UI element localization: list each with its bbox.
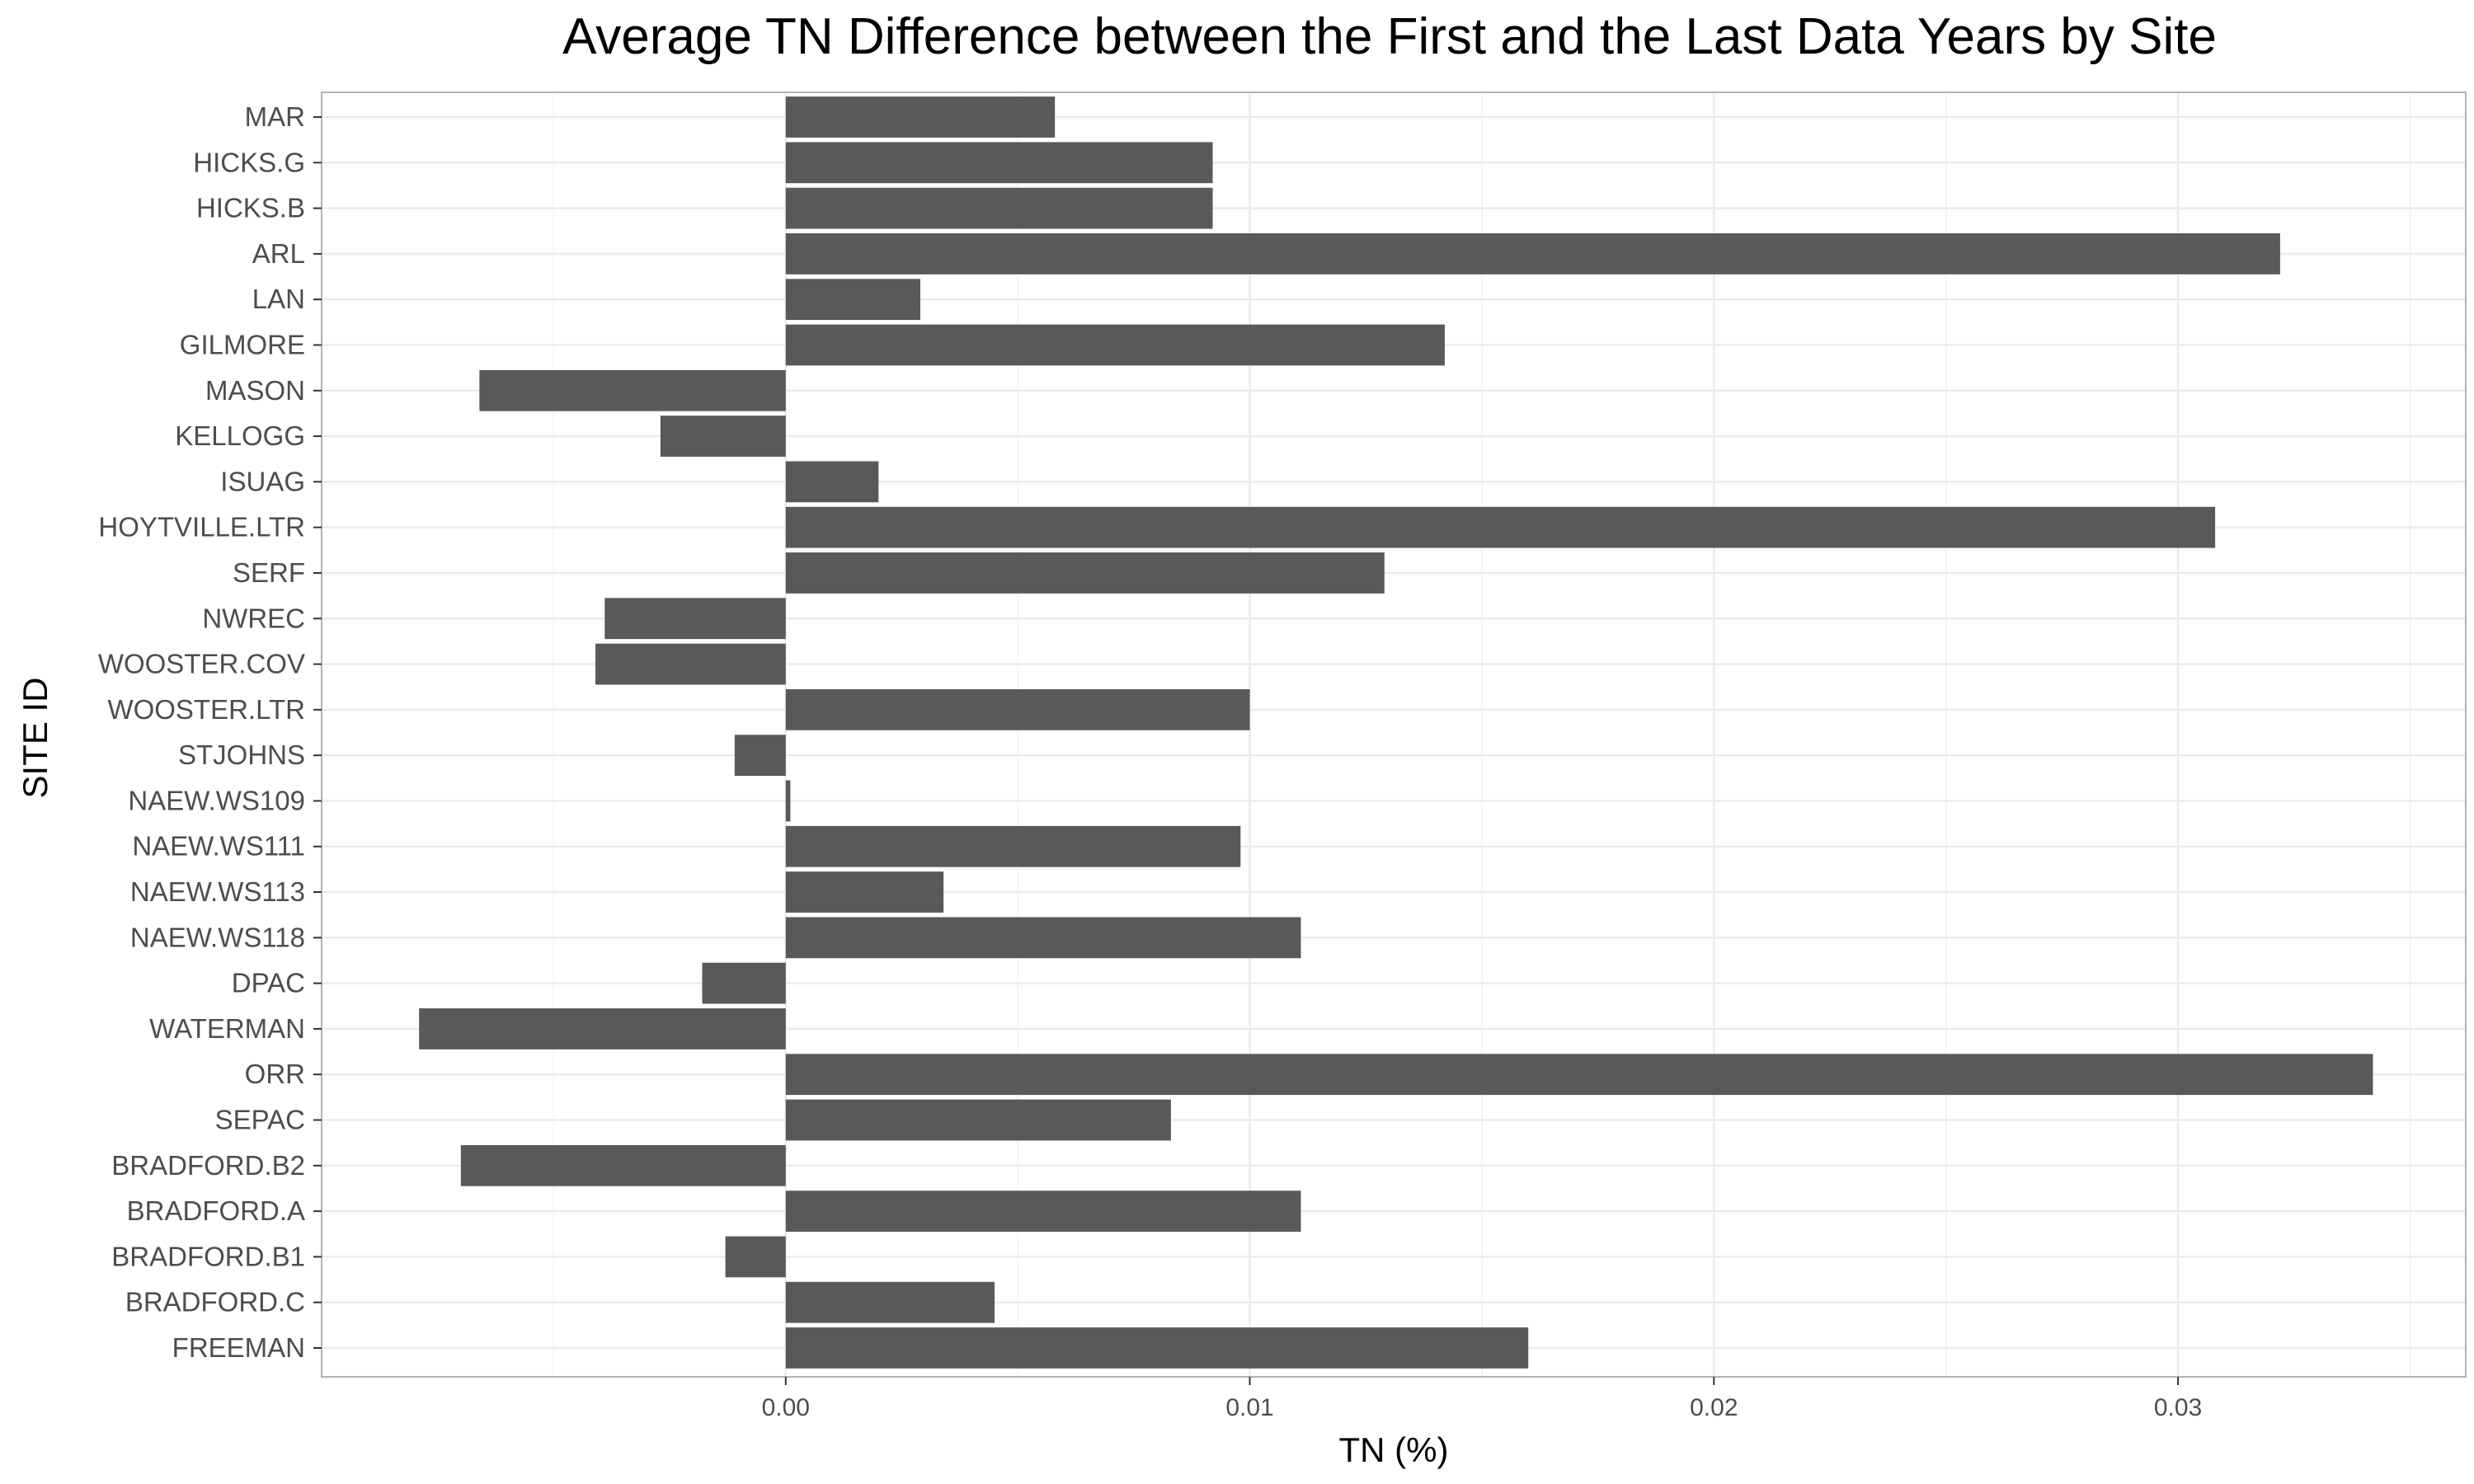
bar-bradford-b1	[725, 1236, 786, 1278]
y-tick-label: ARL	[252, 238, 305, 269]
x-tick-layer: 0.00 0.01 0.02 0.03	[762, 1377, 2202, 1421]
bar-naew-ws111	[785, 825, 1241, 867]
bar-waterman	[419, 1008, 786, 1050]
y-tick-label: KELLOGG	[175, 420, 305, 451]
y-tick-label: ORR	[245, 1059, 305, 1089]
y-tick-label: ISUAG	[220, 466, 305, 496]
bar-bradford-a	[785, 1190, 1301, 1232]
panel-border	[321, 92, 2467, 1378]
y-tick-label: WOOSTER.LTR	[107, 694, 305, 725]
y-tick-label: MAR	[245, 101, 305, 132]
y-tick-label: NAEW.WS113	[130, 876, 305, 907]
y-tick-label: NAEW.WS109	[128, 785, 305, 815]
bar-arl	[785, 233, 2280, 275]
bar-stjohns	[734, 735, 786, 777]
y-tick-label: WATERMAN	[149, 1013, 305, 1044]
y-tick-layer: MAR HICKS.G HICKS.B ARL LAN GILMORE MASON KELLO…	[98, 101, 322, 1363]
bar-serf	[785, 552, 1385, 594]
y-tick-label: SEPAC	[215, 1105, 305, 1135]
y-tick-label: NAEW.WS118	[130, 922, 305, 952]
bar-lan	[785, 279, 920, 321]
y-tick-label: WOOSTER.COV	[98, 649, 305, 679]
bar-orr	[785, 1054, 2373, 1096]
y-tick-label: NWREC	[202, 603, 305, 633]
y-tick-label: HICKS.B	[196, 193, 305, 223]
y-tick-label: GILMORE	[180, 329, 305, 359]
y-tick-label: DPAC	[232, 968, 305, 998]
y-tick-label: LAN	[252, 284, 305, 314]
chart-title: Average TN Difference between the First …	[562, 8, 2217, 65]
bar-naew-ws109	[785, 780, 791, 822]
bar-sepac	[785, 1099, 1171, 1141]
bar-naew-ws113	[785, 871, 944, 913]
x-axis-title: TN (%)	[1339, 1430, 1449, 1469]
bar-nwrec	[604, 598, 786, 640]
y-tick-label: SERF	[233, 557, 305, 588]
x-tick-label: 0.01	[1225, 1394, 1273, 1421]
bar-wooster-cov	[595, 643, 786, 685]
bar-wooster-ltr	[785, 688, 1250, 730]
bar-hicks-g	[785, 142, 1213, 184]
y-tick-label: BRADFORD.A	[127, 1195, 305, 1226]
y-tick-label: BRADFORD.B2	[111, 1150, 305, 1181]
y-tick-label: BRADFORD.B1	[111, 1241, 305, 1271]
y-tick-label: HOYTVILLE.LTR	[98, 512, 305, 542]
bar-bradford-b2	[460, 1144, 786, 1186]
y-axis-title: SITE ID	[16, 677, 54, 798]
y-tick-label: HICKS.G	[193, 147, 305, 177]
y-tick-label: NAEW.WS111	[132, 831, 305, 862]
bar-mar	[785, 96, 1056, 138]
y-tick-label: BRADFORD.C	[125, 1287, 305, 1317]
y-tick-label: FREEMAN	[172, 1332, 305, 1363]
y-tick-label: STJOHNS	[178, 740, 305, 770]
bar-kellogg	[660, 416, 786, 457]
bar-naew-ws118	[785, 917, 1301, 959]
bar-hoytville-ltr	[785, 506, 2216, 548]
bar-hicks-b	[785, 187, 1213, 229]
bar-dpac	[702, 962, 786, 1004]
bar-layer	[419, 96, 2373, 1369]
x-tick-label: 0.00	[762, 1394, 810, 1421]
bar-mason	[479, 369, 786, 411]
bar-freeman	[785, 1327, 1529, 1369]
bar-isuag	[785, 461, 879, 503]
bar-gilmore	[785, 324, 1445, 366]
x-tick-label: 0.03	[2154, 1394, 2202, 1421]
bar-bradford-c	[785, 1281, 995, 1323]
x-tick-label: 0.02	[1690, 1394, 1738, 1421]
y-tick-label: MASON	[205, 375, 305, 406]
